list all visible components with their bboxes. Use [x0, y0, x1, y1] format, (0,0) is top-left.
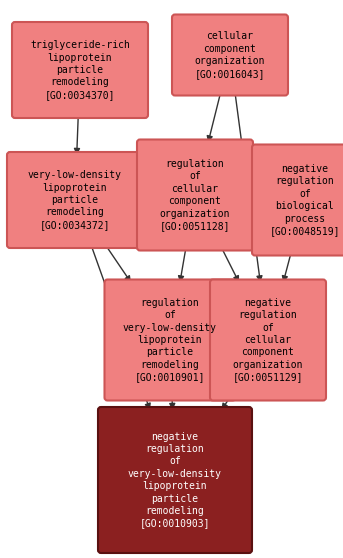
Text: negative
regulation
of
very-low-density
lipoprotein
particle
remodeling
[GO:0010: negative regulation of very-low-density …: [128, 431, 222, 528]
Text: regulation
of
cellular
component
organization
[GO:0051128]: regulation of cellular component organiz…: [160, 159, 230, 231]
Text: negative
regulation
of
biological
process
[GO:0048519]: negative regulation of biological proces…: [270, 164, 340, 236]
Text: very-low-density
lipoprotein
particle
remodeling
[GO:0034372]: very-low-density lipoprotein particle re…: [28, 170, 122, 230]
FancyBboxPatch shape: [210, 280, 326, 401]
FancyBboxPatch shape: [105, 280, 236, 401]
FancyBboxPatch shape: [172, 15, 288, 95]
FancyBboxPatch shape: [252, 145, 343, 256]
FancyBboxPatch shape: [98, 407, 252, 553]
Text: regulation
of
very-low-density
lipoprotein
particle
remodeling
[GO:0010901]: regulation of very-low-density lipoprote…: [123, 298, 217, 382]
Text: negative
regulation
of
cellular
component
organization
[GO:0051129]: negative regulation of cellular componen…: [233, 298, 303, 382]
Text: cellular
component
organization
[GO:0016043]: cellular component organization [GO:0016…: [195, 31, 265, 79]
FancyBboxPatch shape: [7, 152, 143, 248]
FancyBboxPatch shape: [137, 140, 253, 251]
Text: triglyceride-rich
lipoprotein
particle
remodeling
[GO:0034370]: triglyceride-rich lipoprotein particle r…: [30, 40, 130, 100]
FancyBboxPatch shape: [12, 22, 148, 118]
